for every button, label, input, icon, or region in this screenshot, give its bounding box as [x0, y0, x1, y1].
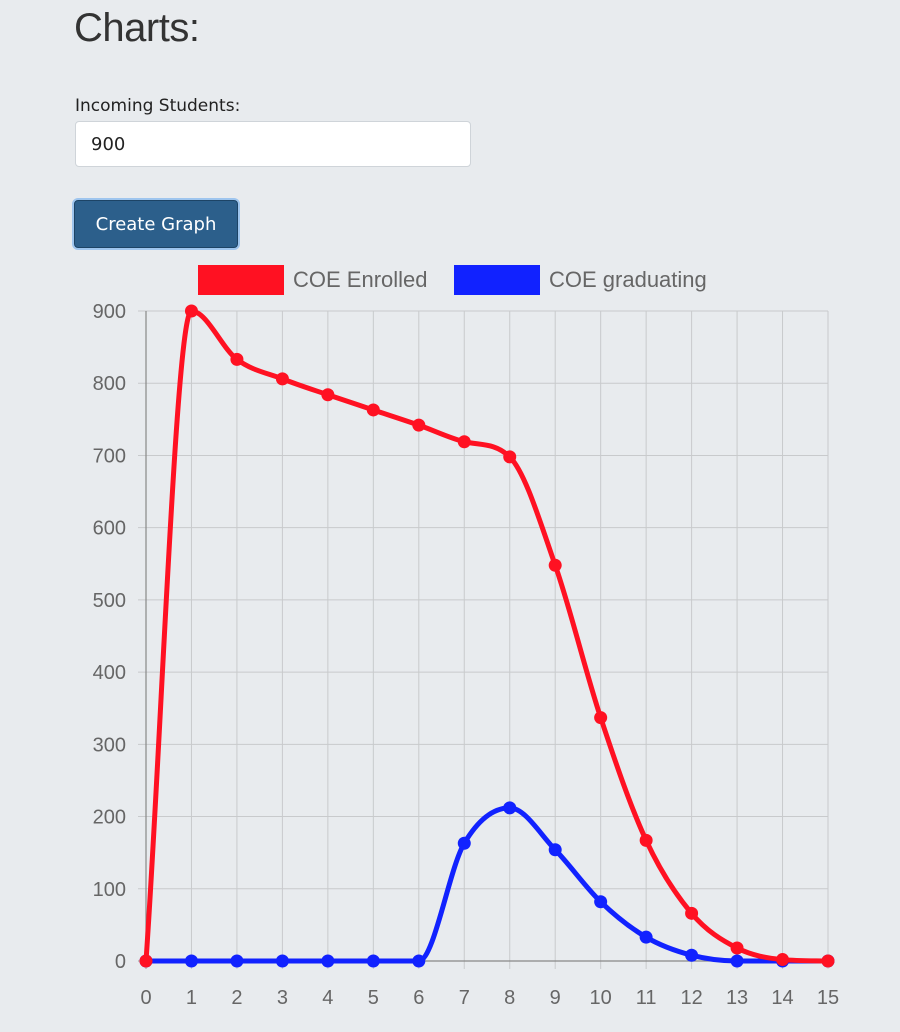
x-tick-label: 8	[504, 987, 515, 1009]
y-tick-label: 400	[93, 662, 126, 684]
data-point-coe-graduating[interactable]	[321, 954, 335, 968]
data-point-coe-graduating[interactable]	[639, 930, 653, 944]
legend-label-coe-graduating[interactable]: COE graduating	[549, 267, 707, 292]
series-line-coe-graduating	[143, 805, 831, 964]
chart-axes	[145, 311, 828, 962]
y-tick-label: 800	[93, 373, 126, 395]
data-point-coe-graduating[interactable]	[457, 836, 471, 850]
y-tick-label: 300	[93, 734, 126, 756]
data-point-coe-enrolled[interactable]	[503, 450, 517, 464]
x-tick-label: 13	[726, 987, 748, 1009]
data-point-coe-graduating[interactable]	[503, 801, 517, 815]
data-point-coe-enrolled[interactable]	[548, 558, 562, 572]
data-point-coe-enrolled[interactable]	[230, 352, 244, 366]
x-tick-label: 2	[231, 987, 242, 1009]
data-point-coe-graduating[interactable]	[275, 954, 289, 968]
data-point-coe-enrolled[interactable]	[594, 711, 608, 725]
data-point-coe-graduating[interactable]	[184, 954, 198, 968]
data-point-coe-enrolled[interactable]	[412, 418, 426, 432]
x-tick-label: 10	[590, 987, 612, 1009]
x-tick-label: 6	[413, 987, 424, 1009]
data-point-coe-enrolled[interactable]	[275, 372, 289, 386]
x-tick-label: 9	[550, 987, 561, 1009]
data-point-coe-graduating[interactable]	[685, 948, 699, 962]
y-tick-label: 500	[93, 590, 126, 612]
x-tick-label: 14	[771, 987, 793, 1009]
legend-label-coe-enrolled[interactable]: COE Enrolled	[293, 267, 428, 292]
series-line-coe-enrolled	[143, 308, 831, 964]
chart-legend[interactable]: COE Enrolled COE graduating	[198, 265, 707, 295]
x-tick-label: 7	[459, 987, 470, 1009]
x-axis-tick-labels: 0 1 2 3 4 5 6 7 8 9 10 11 12 13 14 15	[140, 987, 839, 1009]
legend-swatch-coe-graduating[interactable]	[454, 265, 540, 295]
y-tick-label: 600	[93, 518, 126, 540]
x-tick-label: 11	[636, 987, 657, 1009]
data-point-coe-enrolled[interactable]	[139, 954, 153, 968]
x-tick-label: 5	[368, 987, 379, 1009]
x-tick-label: 4	[322, 987, 333, 1009]
y-tick-label: 700	[93, 445, 126, 467]
chart-grid	[138, 310, 829, 969]
data-point-coe-graduating[interactable]	[366, 954, 380, 968]
y-tick-label: 200	[93, 807, 126, 829]
data-point-coe-enrolled[interactable]	[639, 833, 653, 847]
create-graph-button[interactable]: Create Graph	[72, 198, 240, 250]
data-point-coe-graduating[interactable]	[548, 843, 562, 857]
x-tick-label: 0	[140, 987, 151, 1009]
x-tick-label: 15	[817, 987, 839, 1009]
x-tick-label: 3	[277, 987, 288, 1009]
page-title: Charts:	[74, 6, 200, 50]
data-point-coe-graduating[interactable]	[594, 895, 608, 909]
x-tick-label: 1	[186, 987, 197, 1009]
data-point-coe-enrolled[interactable]	[685, 906, 699, 920]
data-point-coe-graduating[interactable]	[730, 954, 744, 968]
x-tick-label: 12	[680, 987, 702, 1009]
data-point-coe-graduating[interactable]	[230, 954, 244, 968]
data-point-coe-enrolled[interactable]	[184, 304, 198, 318]
data-point-coe-enrolled[interactable]	[366, 403, 380, 417]
incoming-students-input[interactable]	[75, 121, 471, 167]
chart-series	[139, 304, 835, 968]
data-point-coe-graduating[interactable]	[412, 954, 426, 968]
data-point-coe-enrolled[interactable]	[821, 954, 835, 968]
y-tick-label: 0	[115, 951, 126, 973]
data-point-coe-enrolled[interactable]	[321, 388, 335, 402]
data-point-coe-enrolled[interactable]	[776, 953, 790, 967]
y-tick-label: 900	[93, 301, 126, 323]
y-axis-tick-labels: 0 100 200 300 400 500 600 700 800 900	[93, 301, 126, 973]
incoming-students-label: Incoming Students:	[75, 96, 241, 116]
y-tick-label: 100	[93, 879, 126, 901]
data-point-coe-enrolled[interactable]	[730, 941, 744, 955]
data-point-coe-enrolled[interactable]	[457, 435, 471, 449]
legend-swatch-coe-enrolled[interactable]	[198, 265, 284, 295]
